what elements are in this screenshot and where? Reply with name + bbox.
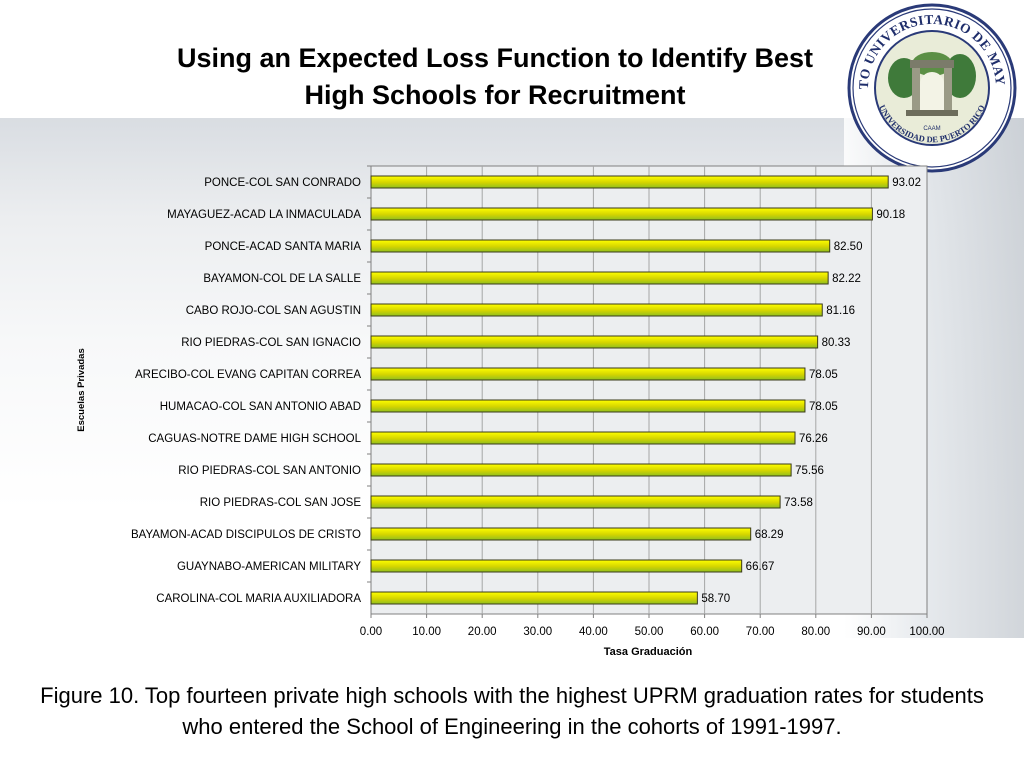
y-tick-label: HUMACAO-COL SAN ANTONIO ABAD [160,401,361,413]
bar [370,559,743,573]
y-tick-label: RIO PIEDRAS-COL SAN IGNACIO [181,337,361,349]
x-tick-label: 50.00 [635,626,664,638]
data-label: 76.26 [799,433,828,445]
y-tick-label: BAYAMON-ACAD DISCIPULOS DE CRISTO [131,529,361,541]
data-label: 93.02 [892,177,921,189]
slide-title-line-1: Using an Expected Loss Function to Ident… [176,43,814,73]
x-axis-title: Tasa Graduación [604,646,693,658]
y-tick-label: MAYAGUEZ-ACAD LA INMACULADA [167,209,361,221]
x-tick-label: 30.00 [523,626,552,638]
bar [370,463,792,477]
data-label: 82.22 [832,273,861,285]
x-tick-label: 80.00 [801,626,830,638]
bar [370,271,829,285]
data-label: 75.56 [795,465,824,477]
x-tick-label: 70.00 [746,626,775,638]
data-label: 82.50 [834,241,863,253]
university-seal-icon: RECINTO UNIVERSITARIO DE MAYAGUEZ UNIVER… [846,2,1017,173]
bar [370,367,806,381]
bar [370,527,752,541]
data-label: 80.33 [822,337,851,349]
bar [370,431,796,445]
y-tick-label: ARECIBO-COL EVANG CAPITAN CORREA [135,369,361,381]
slide-title: Using an Expected Loss Function to Ident… [90,40,900,114]
y-tick-label: CAROLINA-COL MARIA AUXILIADORA [156,593,361,605]
x-tick-label: 90.00 [857,626,886,638]
data-label: 81.16 [826,305,855,317]
x-tick-label: 20.00 [468,626,497,638]
y-tick-label: CAGUAS-NOTRE DAME HIGH SCHOOL [148,433,361,445]
data-label: 78.05 [809,369,838,381]
bar [370,495,781,509]
y-tick-label: CABO ROJO-COL SAN AGUSTIN [186,305,361,317]
bar [370,591,698,605]
bar [370,175,889,189]
data-label: 73.58 [784,497,813,509]
x-tick-label: 10.00 [412,626,441,638]
slide-title-line-2: High Schools for Recruitment [304,80,686,110]
x-tick-label: 60.00 [690,626,719,638]
y-tick-label: RIO PIEDRAS-COL SAN ANTONIO [178,465,361,477]
y-tick-label: PONCE-ACAD SANTA MARIA [205,241,362,253]
bar [370,335,819,349]
bar-chart: 0.00 10.00 20.00 30.00 40.00 50.00 60.00 70.00 8… [76,165,945,658]
figure-caption: Figure 10. Top fourteen private high sch… [40,683,984,739]
y-tick-label: GUAYNABO-AMERICAN MILITARY [177,561,361,573]
data-label: 78.05 [809,401,838,413]
seal-inner-text: CAAM [923,126,940,132]
bar [370,303,823,317]
data-label: 58.70 [701,593,730,605]
bar [370,207,873,221]
data-label: 68.29 [755,529,784,541]
x-tick-label: 40.00 [579,626,608,638]
bar [370,239,831,253]
x-tick-label: 0.00 [360,626,382,638]
data-label: 90.18 [876,209,905,221]
bar [370,399,806,413]
y-tick-label: PONCE-COL SAN CONRADO [204,177,361,189]
y-tick-label: RIO PIEDRAS-COL SAN JOSE [200,497,362,509]
y-tick-label: BAYAMON-COL DE LA SALLE [203,273,361,285]
data-label: 66.67 [746,561,775,573]
y-axis-title: Escuelas Privadas [76,348,87,431]
x-tick-label: 100.00 [909,626,944,638]
